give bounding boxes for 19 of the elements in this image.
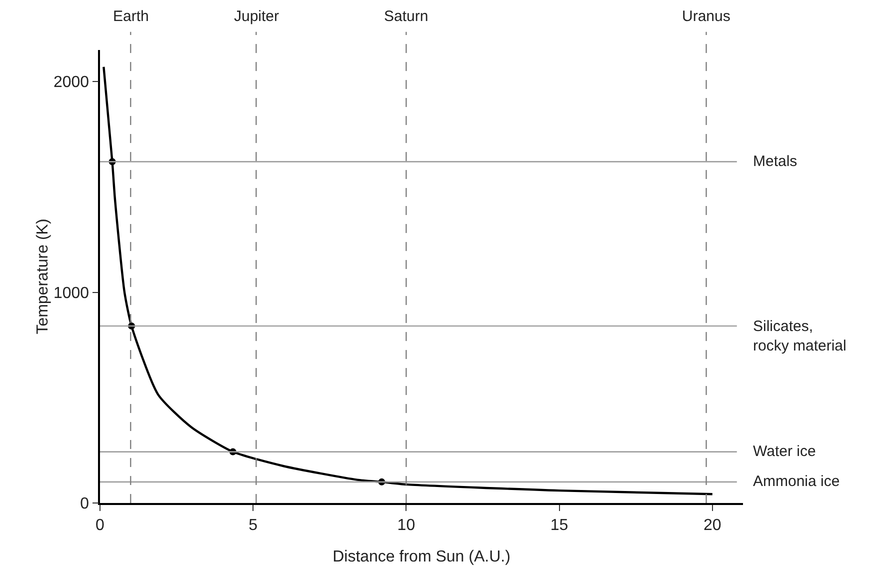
x-tick-label: 15 <box>550 516 568 534</box>
y-tick-label: 2000 <box>53 74 90 92</box>
x-tick-label: 0 <box>96 516 105 534</box>
ref-line-label: Water ice <box>753 443 816 460</box>
ref-line-label: Ammonia ice <box>753 473 840 490</box>
y-axis-title: Temperature (K) <box>34 218 52 334</box>
ref-line-label: Uranus <box>682 8 730 25</box>
y-tick-label: 1000 <box>53 284 90 302</box>
ref-line-label: Jupiter <box>234 8 280 25</box>
ref-line-label: Earth <box>113 8 149 25</box>
y-tick-label: 0 <box>80 496 90 513</box>
x-tick-label: 5 <box>248 516 258 534</box>
ref-line-label: Silicates, rocky material <box>753 318 846 354</box>
x-tick-label: 20 <box>703 516 722 534</box>
ref-line-label: Saturn <box>384 8 428 25</box>
ref-line-label: Metals <box>753 153 798 170</box>
line-series <box>102 66 714 496</box>
x-axis-title: Distance from Sun (A.U.) <box>332 548 510 566</box>
x-tick-label: 10 <box>397 516 416 534</box>
